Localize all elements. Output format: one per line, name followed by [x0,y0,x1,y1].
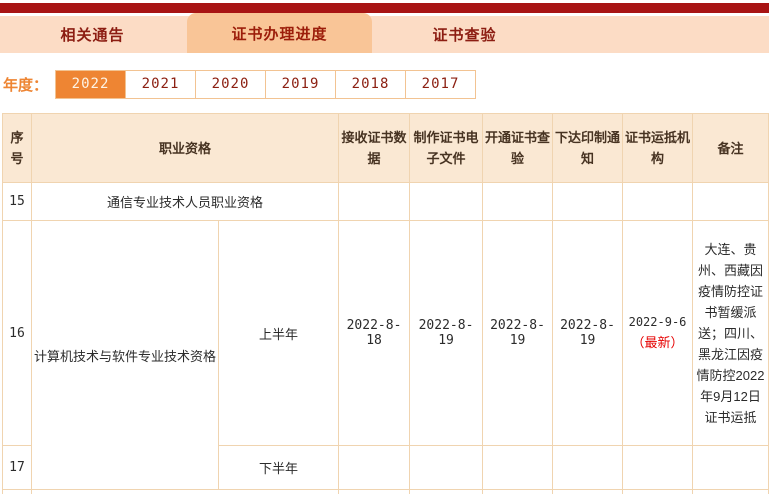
row16-qualification: 计算机技术与软件专业技术资格 [31,220,219,490]
year-button-2017[interactable]: 2017 [406,71,476,98]
table-header-row: 序号 职业资格 接收证书数据 制作证书电子文件 开通证书查验 下达印制通知 证书… [2,113,769,183]
year-button-2019[interactable]: 2019 [266,71,337,98]
row16-latest-badge: （最新） [631,335,684,350]
year-selector: 年度： 2022 2021 2020 2019 2018 2017 [0,70,769,99]
row15-efile [409,182,484,221]
header-efile: 制作证书电子文件 [409,113,484,183]
year-button-group: 2022 2021 2020 2019 2018 2017 [55,70,477,99]
row16-arrival-date: 2022-9-6 [628,315,687,329]
row17-verify [482,445,554,490]
row15-remark [692,182,769,221]
row17-remark [692,445,769,490]
row17-efile [409,445,484,490]
row17-received [338,445,411,490]
progress-table: 序号 职业资格 接收证书数据 制作证书电子文件 开通证书查验 下达印制通知 证书… [2,113,769,494]
year-button-2021[interactable]: 2021 [126,71,197,98]
table-row-17: 17 下半年 [2,445,769,490]
row15-received [338,182,411,221]
header-qualification: 职业资格 [30,113,340,183]
row16-half: 上半年 [217,220,340,446]
row16-verify: 2022-8-19 [482,220,554,446]
year-label: 年度： [3,77,49,94]
row15-arrival [622,182,694,221]
row15-verify [482,182,554,221]
tab-bar: 相关通告 证书办理进度 证书查验 [0,13,769,53]
year-button-2022[interactable]: 2022 [56,71,127,98]
row17-arrival [622,445,694,490]
header-seq: 序号 [2,113,32,183]
row17-seq: 17 [2,445,32,490]
row17-print [552,445,624,490]
tab-related-notices[interactable]: 相关通告 [60,27,125,44]
header-arrival: 证书运抵机构 [622,113,694,183]
table-row-15: 15 通信专业技术人员职业资格 [2,182,769,221]
row16-seq: 16 [2,220,32,446]
header-received: 接收证书数据 [338,113,411,183]
row15-print [552,182,624,221]
row15-qualification: 通信专业技术人员职业资格 [30,182,340,221]
row16-print: 2022-8-19 [552,220,624,446]
row16-efile: 2022-8-19 [409,220,484,446]
year-button-2020[interactable]: 2020 [196,71,267,98]
top-red-bar [0,3,769,13]
row17-half: 下半年 [217,445,340,490]
table-row-next-partial [2,489,769,494]
header-print: 下达印制通知 [552,113,624,183]
tab-certificate-verification[interactable]: 证书查验 [432,27,497,44]
row15-seq: 15 [2,182,32,221]
year-button-2018[interactable]: 2018 [336,71,407,98]
row16-received: 2022-8-18 [338,220,411,446]
table-row-16: 16 计算机技术与软件专业技术资格 上半年 2022-8-18 2022-8-1… [2,220,769,490]
row16-remark: 大连、贵州、西藏因疫情防控证书暂缓派送；四川、黑龙江因疫情防控2022年9月12… [692,220,769,446]
header-remark: 备注 [692,113,769,183]
row16-arrival: 2022-9-6 （最新） [622,220,694,446]
header-verify: 开通证书查验 [482,113,554,183]
tab-certificate-progress[interactable]: 证书办理进度 [187,13,372,53]
